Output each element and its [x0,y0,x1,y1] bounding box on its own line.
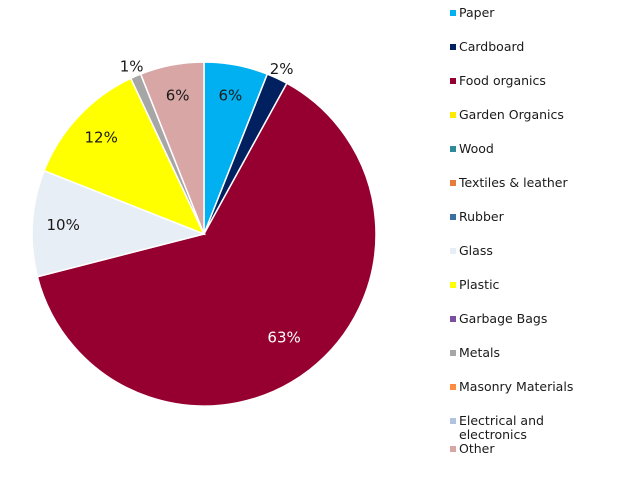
pie-chart-canvas: 6% 2% 63% 10% 12% 1% 6% [31,58,377,407]
data-label-paper: 6% [219,87,243,105]
legend-label: Paper [459,5,495,20]
legend-label: Garbage Bags [459,311,548,326]
legend-item: Metals [450,346,640,380]
legend-label: Electrical and electronics [459,413,544,442]
legend-swatch [450,78,456,84]
legend-item: Electrical and electronics [450,414,640,442]
legend-item: Garbage Bags [450,312,640,346]
legend-item: Glass [450,244,640,278]
legend-swatch [450,316,456,322]
legend-swatch [450,44,456,50]
legend-label: Wood [459,141,494,156]
legend-label: Metals [459,345,501,360]
legend-item: Masonry Materials [450,380,640,414]
legend-swatch [450,446,456,452]
legend-swatch [450,112,456,118]
legend-label: Cardboard [459,39,525,54]
legend-label: Textiles & leather [459,175,568,190]
legend-item: Rubber [450,210,640,244]
legend-swatch [450,180,456,186]
legend-label: Rubber [459,209,504,224]
legend-swatch [450,350,456,356]
legend-item: Other [450,442,640,476]
data-label-cardboard: 2% [270,60,294,78]
legend-label: Masonry Materials [459,379,574,394]
legend-label: Plastic [459,277,500,292]
legend-swatch [450,418,456,424]
legend-item: Garden Organics [450,108,640,142]
legend-swatch [450,10,456,16]
data-label-glass: 10% [47,216,80,234]
legend-label: Other [459,441,495,456]
legend-item: Wood [450,142,640,176]
pie-slice-food-organics [36,82,377,407]
data-label-food-organics: 63% [267,328,300,346]
data-label-plastic: 12% [85,129,118,147]
legend-label: Glass [459,243,493,258]
chart-legend: Paper Cardboard Food organics Garden Organi… [450,6,640,476]
legend-item: Food organics [450,74,640,108]
legend-item: Cardboard [450,40,640,74]
legend-label: Food organics [459,73,546,88]
legend-swatch [450,282,456,288]
legend-item: Paper [450,6,640,40]
data-label-other: 6% [166,87,190,105]
legend-item: Textiles & leather [450,176,640,210]
legend-label: Garden Organics [459,107,564,122]
legend-swatch [450,214,456,220]
pie-slice-glass [31,169,207,278]
pie-slice-other [139,61,205,235]
legend-swatch [450,146,456,152]
pie-slice-plastic [43,77,206,236]
legend-item: Plastic [450,278,640,312]
legend-swatch [450,384,456,390]
data-label-metals: 1% [120,58,144,76]
legend-swatch [450,248,456,254]
